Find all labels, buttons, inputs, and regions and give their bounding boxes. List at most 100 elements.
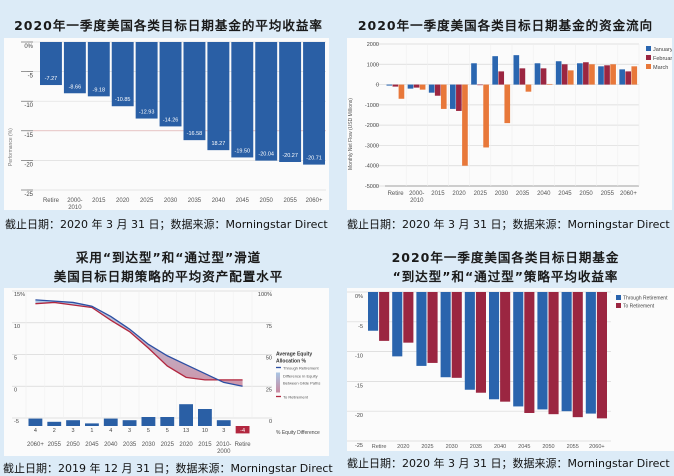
bar [464, 292, 475, 390]
y-left-tick-label: 15% [14, 292, 25, 298]
data-label: -9.18 [93, 87, 106, 93]
chart-title-line1: 采用“到达型”和“通过型”滑道 [75, 250, 262, 265]
x-tick-label: 2050 [66, 442, 80, 448]
legend-swatch [646, 64, 651, 69]
bar [392, 292, 403, 357]
x-tick-label: 2035 [470, 444, 482, 450]
data-label: -20.27 [282, 153, 298, 159]
bar [598, 66, 604, 85]
diff-bar [216, 420, 231, 426]
bar [368, 292, 379, 331]
diff-bar-label: 10 [202, 428, 208, 434]
x-tick-label: 2000- [67, 198, 82, 204]
diff-bar [235, 426, 250, 434]
bar [87, 42, 110, 97]
x-tick-label: 2010 [68, 205, 82, 210]
plot-area: 0% -5 -10 -15 -20 -25 Performance (%) -7.27 Reti… [4, 38, 329, 211]
bar [413, 84, 420, 88]
bar [589, 64, 595, 85]
panel-equity-allocation: 采用“到达型”和“通过型”滑道 美国目标日期策略的平均资产配置水平 15% 10 5… [0, 235, 337, 475]
data-label: 18.27 [211, 141, 225, 147]
bar [555, 61, 562, 85]
x-tick-label: 2050 [579, 191, 593, 197]
x-tick-label: 2040 [104, 442, 118, 448]
chart-title-line2: 美国目标日期策略的平均资产配置水平 [53, 269, 284, 284]
line-through-retirement [35, 299, 243, 387]
bar [255, 42, 278, 161]
x-tick-label: 2030 [164, 198, 178, 204]
legend-swatch [646, 55, 651, 60]
panel-fund-flows: 2020年一季度美国各类目标日期基金的资金流向 2000 1000 0 -1000 -2… [337, 0, 674, 235]
bar [135, 42, 158, 119]
y-tick-label: -15 [355, 383, 363, 389]
bar [619, 69, 625, 85]
bar [111, 42, 134, 107]
diff-bar-label: -4 [240, 428, 245, 434]
x-tick-label: 2000- [409, 191, 424, 197]
bar [596, 292, 607, 419]
data-label: -19.50 [234, 148, 250, 154]
bar [546, 83, 553, 85]
data-label: -20.04 [258, 152, 274, 158]
bar [407, 84, 414, 89]
bar [489, 292, 500, 400]
x-tick-label: 2000 [217, 449, 231, 455]
y-left-tick-label: 5 [14, 356, 17, 362]
data-label: -8.66 [69, 84, 82, 90]
x-tick-label: 2055 [48, 442, 62, 448]
y-tick-label: 2000 [367, 42, 379, 48]
x-tick-label: 2045 [558, 191, 572, 197]
diff-bar-label: 5 [147, 428, 150, 434]
panel-glidepath-returns: 2020年一季度美国各类目标日期基金 “到达型”和“通过型”策略平均收益率 0%… [337, 235, 674, 475]
data-label: -12.93 [139, 110, 155, 116]
line-to-retirement [35, 301, 243, 381]
x-tick-label: 2020 [397, 444, 409, 450]
legend-swatch [276, 372, 280, 393]
bar [159, 42, 182, 127]
bar [561, 292, 572, 412]
bar [379, 292, 390, 341]
chart-avg-return: 0% -5 -10 -15 -20 -25 Performance (%) -7.27 Reti… [8, 41, 326, 211]
legend-swatch [616, 295, 621, 300]
bar [403, 292, 414, 343]
bar [40, 42, 62, 86]
diff-bar-label: 5 [166, 428, 169, 434]
legend-label: March [653, 65, 668, 71]
x-tick-label: 2050 [260, 198, 274, 204]
bar [450, 84, 456, 109]
diff-bar [141, 417, 156, 426]
legend-label: January [653, 47, 672, 53]
x-tick-label: 2035 [516, 191, 530, 197]
diff-bar-label: 13 [183, 428, 189, 434]
bar [392, 84, 399, 87]
bar [303, 42, 325, 165]
y-tick-label: -4000 [365, 164, 379, 170]
bar [500, 292, 511, 402]
plot-area: 0% -5 -10 -15 -20 -25 Retire 2020 2025 2030 2035 20… [347, 288, 674, 451]
bar [498, 71, 505, 85]
chart-title: 2020年一季度美国各类目标日期基金的平均收益率 [14, 18, 323, 33]
x-tick-label: 2050 [542, 444, 554, 450]
footnote: 截止日期：2020 年 3 月 31 日；数据来源：Morningstar Di… [5, 218, 328, 231]
chart-title: 2020年一季度美国各类目标日期基金的资金流向 [357, 18, 654, 33]
data-label: -20.71 [306, 156, 322, 162]
bar [631, 66, 638, 85]
x-tick-label: 2010 [410, 198, 424, 204]
chart-title-line2: “到达型”和“通过型”策略平均收益率 [392, 269, 619, 284]
bar [513, 55, 520, 85]
x-tick-label: 2060+ [27, 442, 44, 448]
chart-equity-allocation: 15%1050-5100%755025042060+22055320501204… [12, 290, 320, 455]
bar [525, 84, 532, 92]
bar [471, 63, 477, 85]
bar [492, 56, 498, 85]
y-tick-label: -25 [24, 192, 33, 198]
bar [610, 64, 616, 85]
data-label: -14.26 [163, 117, 179, 123]
y-tick-label: -15 [24, 133, 33, 139]
data-label: -10.85 [115, 97, 131, 103]
diff-bar [160, 417, 175, 426]
legend-swatch [616, 303, 621, 308]
data-label: -16.58 [187, 131, 203, 137]
x-tick-label: 2060+ [589, 444, 604, 450]
x-tick-label: 2045 [518, 444, 530, 450]
